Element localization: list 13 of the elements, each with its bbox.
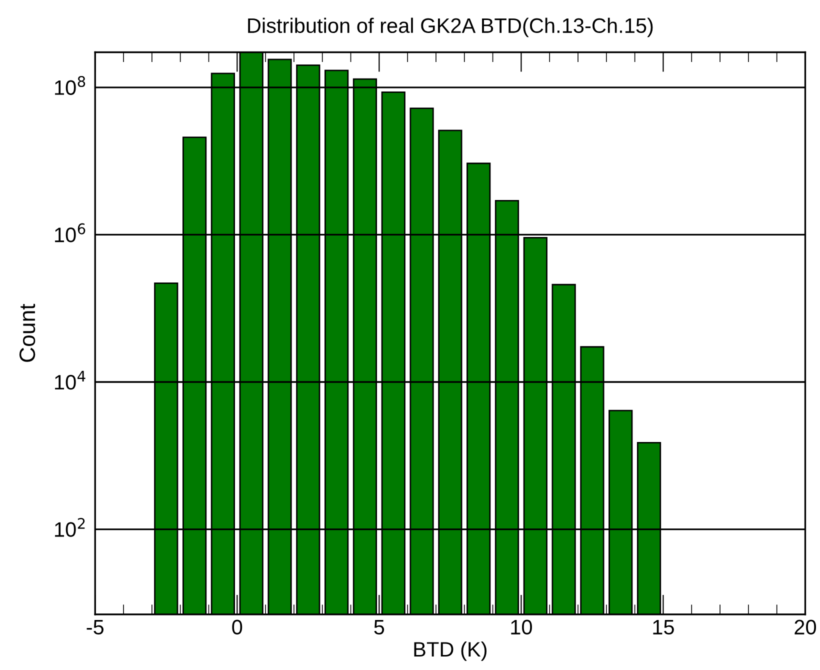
x-tick-label: 15 — [653, 620, 674, 635]
x-tick-label: -5 — [86, 620, 104, 635]
y-tick-label: 10$^{4}$ — [55, 370, 86, 390]
x-tick-label: 20 — [794, 620, 816, 635]
x-tick-label: 0 — [232, 620, 242, 635]
y-axis-title: Count — [19, 304, 36, 362]
x-tick-label: 10 — [511, 620, 532, 635]
y-tick-label: 10$^{6}$ — [55, 223, 86, 242]
chart-title: Distribution of real GK2A BTD(Ch.13-Ch.15) — [248, 18, 653, 38]
x-axis-title: BTD (K) — [414, 641, 486, 661]
y-tick-label: 10$^{2}$ — [55, 518, 85, 537]
x-tick-label: 5 — [374, 620, 384, 635]
y-tick-label: 10$^{8}$ — [55, 76, 86, 95]
